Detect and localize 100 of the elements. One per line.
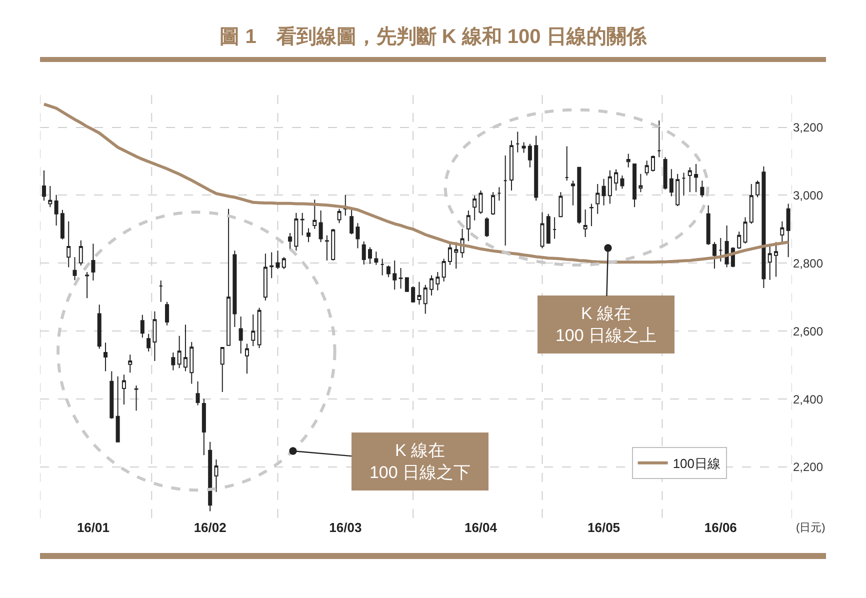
candlestick — [158, 280, 163, 302]
candlestick — [558, 192, 563, 218]
y-tick-label: 2,800 — [793, 256, 824, 270]
candlestick — [620, 175, 624, 190]
candlestick — [614, 168, 618, 191]
candlestick — [42, 170, 46, 202]
candlestick — [564, 146, 569, 182]
x-tick-label: 16/05 — [587, 520, 620, 535]
candlestick — [110, 370, 114, 420]
candlestick — [602, 178, 606, 206]
candlestick — [398, 267, 403, 290]
candlestick — [497, 186, 502, 202]
candlestick — [171, 352, 176, 371]
y-tick-label: 3,200 — [793, 120, 824, 134]
candlestick — [737, 231, 742, 250]
candlestick — [596, 184, 600, 214]
candlestick — [244, 343, 249, 374]
candlestick — [60, 209, 64, 240]
candlestick — [350, 208, 354, 235]
candlestick — [780, 220, 784, 244]
candlestick — [318, 210, 323, 243]
candlestick — [116, 376, 120, 442]
candlestick — [644, 160, 649, 176]
candlestick — [423, 284, 428, 314]
candlestick — [177, 335, 182, 369]
candlestick — [522, 142, 526, 154]
candlestick — [220, 346, 224, 392]
candlestick — [238, 316, 243, 354]
candlestick — [140, 314, 144, 338]
candlestick — [718, 238, 723, 262]
candlestick — [454, 242, 458, 270]
candlestick — [546, 213, 550, 244]
candlestick — [484, 216, 489, 238]
candlestick — [774, 242, 778, 278]
candlestick — [331, 228, 336, 261]
candlestick — [128, 354, 132, 374]
candlestick — [312, 199, 317, 230]
x-tick-label: 16/03 — [329, 520, 362, 535]
candlestick — [430, 274, 434, 296]
candlestick — [306, 228, 311, 243]
x-tick-label: 16/01 — [76, 520, 110, 535]
candlestick — [324, 234, 329, 261]
candlestick — [208, 441, 212, 512]
candlestick — [472, 195, 477, 221]
candlestick — [85, 272, 90, 299]
y-tick-label: 2,600 — [793, 324, 824, 338]
candlestick — [478, 190, 483, 214]
candlestick — [436, 272, 440, 291]
candlestick — [386, 265, 390, 278]
candlestick — [288, 232, 292, 252]
x-tick-label: 16/04 — [464, 520, 498, 535]
candlestick — [380, 258, 384, 276]
candlestick — [356, 222, 360, 249]
candlestick — [251, 314, 256, 347]
candlestick — [749, 184, 754, 224]
annotation: K 線在 100 日線之下 — [369, 441, 471, 482]
candlestick — [534, 135, 538, 202]
candlestick — [706, 204, 710, 246]
candlestick — [300, 212, 304, 236]
candlestick — [362, 240, 366, 266]
candlestick — [48, 186, 52, 208]
candlestick — [134, 384, 138, 412]
candlestick — [257, 307, 262, 349]
candlestick — [91, 243, 96, 282]
y-tick-label: 2,400 — [793, 392, 824, 406]
candlestick — [756, 180, 760, 198]
candlestick — [552, 216, 557, 240]
candlestick — [146, 333, 151, 352]
candlestick — [54, 194, 58, 226]
candlestick — [700, 180, 704, 198]
candlestick — [694, 163, 698, 193]
candlestick — [712, 242, 716, 270]
candlestick — [202, 398, 206, 456]
candlestick — [374, 251, 378, 266]
candlestick — [786, 203, 790, 258]
candlestick — [448, 242, 452, 266]
candlestick — [571, 180, 576, 206]
candlestick — [743, 216, 748, 244]
candlestick — [232, 250, 237, 328]
candlestick — [676, 173, 680, 207]
candlestick — [491, 192, 496, 216]
candlestick — [442, 258, 446, 282]
candlestick — [104, 342, 108, 372]
candlestick — [368, 246, 372, 264]
candlestick — [762, 166, 766, 288]
candlestick — [343, 194, 348, 216]
candlestick — [608, 170, 612, 204]
candlestick — [682, 172, 686, 196]
chart-title: 圖 1 看到線圖，先判斷 K 線和 100 日線的關係 — [220, 24, 648, 48]
candlestick — [626, 153, 630, 168]
x-tick-label: 16/02 — [194, 520, 226, 535]
candlestick — [294, 212, 298, 252]
candlestick — [650, 154, 655, 172]
candlestick — [226, 208, 231, 346]
y-axis-title: (日元) — [796, 522, 826, 534]
legend-label: 100日線 — [672, 456, 721, 471]
candlestick — [214, 459, 218, 492]
candlestick — [122, 374, 126, 406]
candlestick — [583, 209, 588, 238]
y-tick-label: 3,000 — [793, 188, 824, 202]
